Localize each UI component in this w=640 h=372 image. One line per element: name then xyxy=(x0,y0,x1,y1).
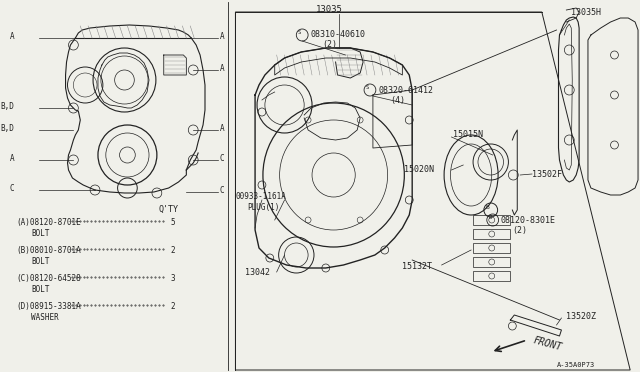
Text: C: C xyxy=(220,154,225,163)
Text: A: A xyxy=(220,124,225,132)
Text: PLUG(1): PLUG(1) xyxy=(247,203,280,212)
Text: 00933-1161A: 00933-1161A xyxy=(236,192,286,201)
Text: 2: 2 xyxy=(171,302,175,311)
Text: 13520Z: 13520Z xyxy=(566,312,596,321)
Text: 3: 3 xyxy=(171,274,175,283)
Text: A-35A0P73: A-35A0P73 xyxy=(557,362,595,368)
Text: FRONT: FRONT xyxy=(532,335,563,352)
Text: 13035: 13035 xyxy=(316,5,343,14)
Text: (C)08120-64528: (C)08120-64528 xyxy=(17,274,81,283)
Text: (D)08915-3381A: (D)08915-3381A xyxy=(17,302,81,311)
Bar xyxy=(473,215,510,225)
Text: 08120-8301E: 08120-8301E xyxy=(500,216,556,225)
Text: 15132T: 15132T xyxy=(403,262,433,271)
Text: C: C xyxy=(10,183,15,192)
Text: B: B xyxy=(488,215,492,219)
Text: 13502F: 13502F xyxy=(532,170,562,179)
Text: 08320-61412: 08320-61412 xyxy=(379,86,434,95)
Text: A: A xyxy=(10,154,15,163)
Text: (4): (4) xyxy=(390,96,406,105)
Text: B,D: B,D xyxy=(1,124,15,132)
Text: 13042: 13042 xyxy=(245,268,270,277)
Text: A: A xyxy=(10,32,15,41)
Text: BOLT: BOLT xyxy=(31,285,50,294)
Text: A: A xyxy=(220,64,225,73)
Text: B: B xyxy=(486,205,490,209)
Text: 5: 5 xyxy=(171,218,175,227)
Text: 15020N: 15020N xyxy=(404,165,435,174)
Text: WASHER: WASHER xyxy=(31,313,59,322)
Text: B,D: B,D xyxy=(1,102,15,110)
Text: Q'TY: Q'TY xyxy=(159,205,179,214)
Text: 2: 2 xyxy=(171,246,175,255)
Text: (2): (2) xyxy=(513,226,527,235)
Text: 15015N: 15015N xyxy=(453,130,483,139)
Text: 13035H: 13035H xyxy=(572,8,601,17)
Bar xyxy=(473,271,510,281)
Text: BOLT: BOLT xyxy=(31,229,50,238)
Text: (B)08010-8701A: (B)08010-8701A xyxy=(17,246,81,255)
Text: A: A xyxy=(220,32,225,41)
Text: BOLT: BOLT xyxy=(31,257,50,266)
Text: S: S xyxy=(298,29,301,35)
Text: (A)08120-8701E: (A)08120-8701E xyxy=(17,218,81,227)
Text: 08310-40610: 08310-40610 xyxy=(310,30,365,39)
Bar xyxy=(473,229,510,239)
Bar xyxy=(473,243,510,253)
Text: (2): (2) xyxy=(322,40,337,49)
Bar xyxy=(473,257,510,267)
Text: C: C xyxy=(220,186,225,195)
Text: S: S xyxy=(365,84,369,90)
